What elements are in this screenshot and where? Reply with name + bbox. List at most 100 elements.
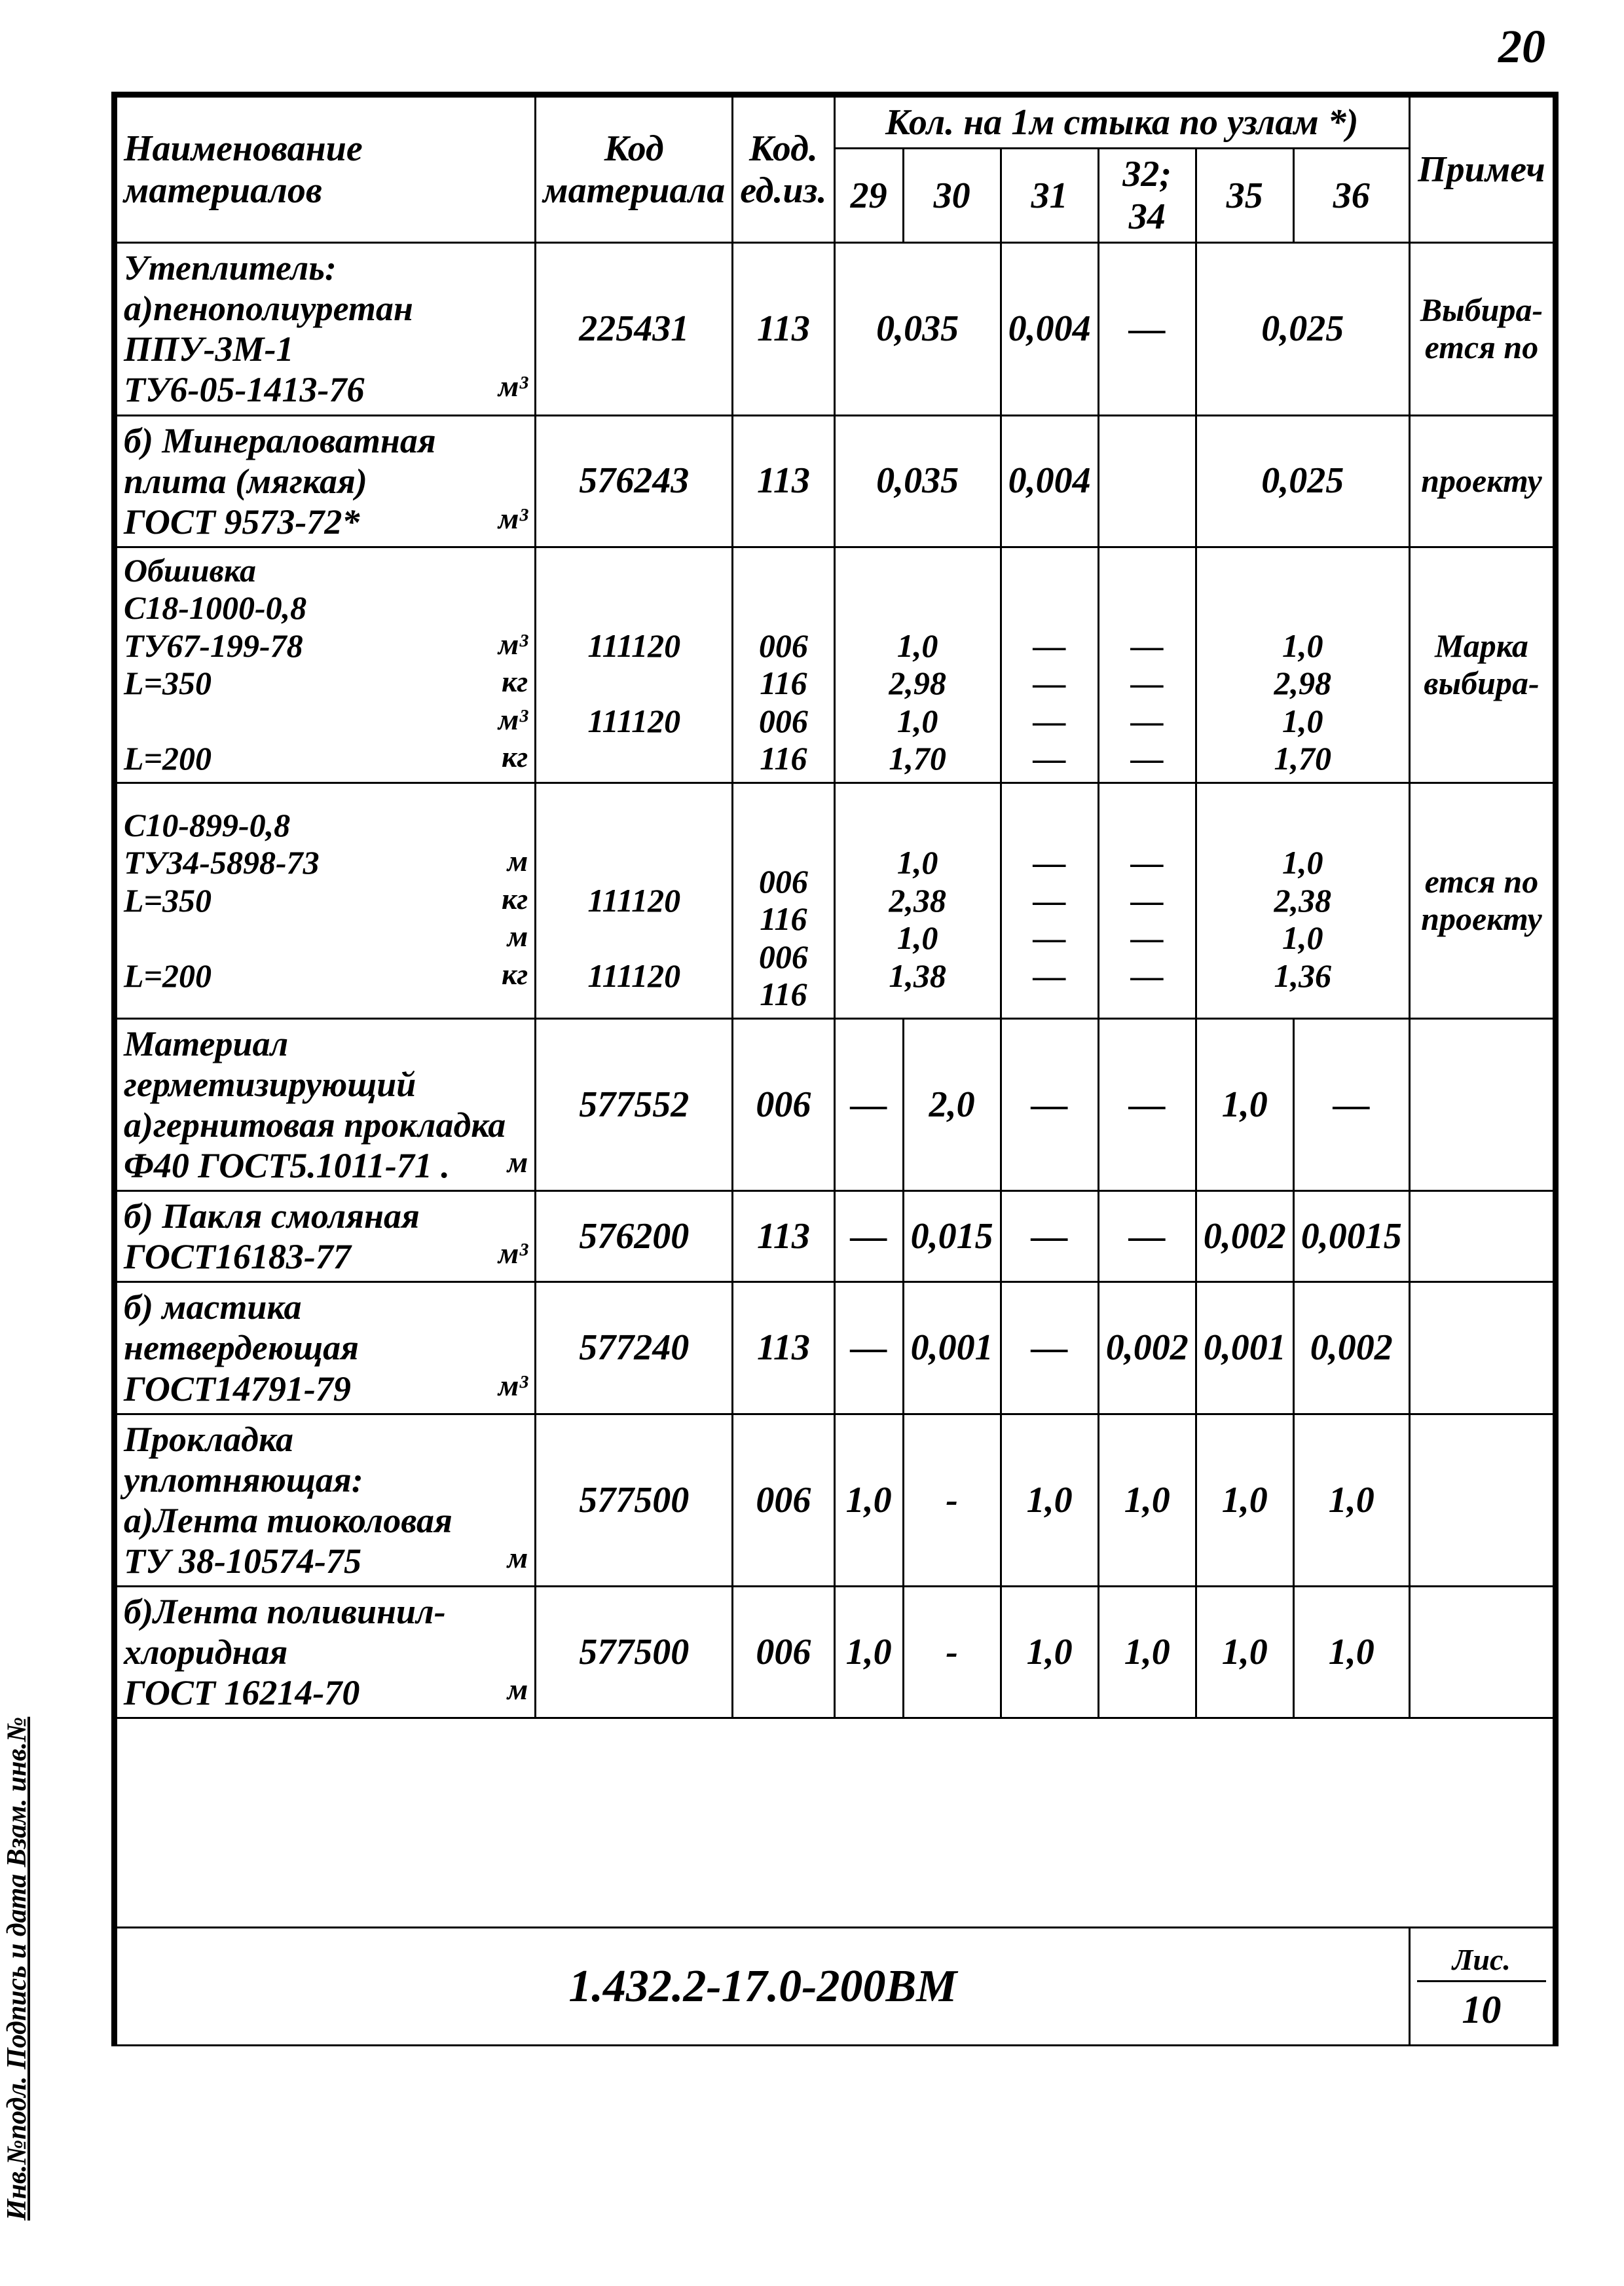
header-code: Код материала (536, 97, 733, 243)
qty-cell: 0,035 (834, 243, 1001, 415)
side-label: Инв.№подл. Подпись и дата Взам. инв.№ (1, 1717, 33, 2221)
material-code: 577240 (536, 1282, 733, 1414)
qty-cell: 1,0 (834, 1414, 903, 1586)
qty-cell: 0,002 (1098, 1282, 1196, 1414)
qty-cell: 1,0 (1098, 1414, 1196, 1586)
qty-cell: 0,001 (903, 1282, 1001, 1414)
qty-cell: 0,001 (1196, 1282, 1293, 1414)
qty-cell: 1,0 (834, 1587, 903, 1718)
header-col-32-34: 32; 34 (1098, 149, 1196, 243)
qty-cell: 1,0 (1001, 1587, 1098, 1718)
material-code: 577500 (536, 1414, 733, 1586)
materials-table: Наименование материалов Код материала Ко… (111, 92, 1559, 2046)
note-cell: Выбира-ется по (1409, 243, 1553, 415)
spacer (117, 1718, 1554, 1928)
sheet-label: Лис. (1417, 1940, 1546, 1982)
unit-code: 006 (733, 1018, 834, 1190)
qty-cell: 1,0 (1293, 1414, 1409, 1586)
qty-cell: 2,0 (903, 1018, 1001, 1190)
qty-cell: 0,015 (903, 1191, 1001, 1282)
qty-cell: 0,002 (1196, 1191, 1293, 1282)
unit-code: 113 (733, 415, 834, 547)
material-code: 576200 (536, 1191, 733, 1282)
unit-code: 006 (733, 1587, 834, 1718)
qty-cell: — (1293, 1018, 1409, 1190)
material-name: Утеплитель:а)пенополиуретан ППУ-3М-1ТУ6-… (117, 243, 536, 415)
unit-code: 113 (733, 243, 834, 415)
qty-cell: — (1098, 1191, 1196, 1282)
qty-cell: 0,035 (834, 415, 1001, 547)
qty-cell: — (1001, 1191, 1098, 1282)
qty-cell: — (1098, 243, 1196, 415)
material-code: 111120 111120 (536, 547, 733, 783)
header-unit: Код. ед.из. (733, 97, 834, 243)
qty-cell: 1,0 (1293, 1587, 1409, 1718)
qty-cell: — (834, 1282, 903, 1414)
material-name: б) мастика нетвердеющаяГОСТ14791-79м³ (117, 1282, 536, 1414)
page-number: 20 (1498, 20, 1545, 74)
header-col-35: 35 (1196, 149, 1293, 243)
qty-cell: 0,004 (1001, 243, 1098, 415)
material-code: 111120 111120 (536, 783, 733, 1018)
note-cell: Марка выбира- (1409, 547, 1553, 783)
qty-cell: 1,0 (1098, 1587, 1196, 1718)
qty-cell: — (834, 1191, 903, 1282)
qty-cell: - (903, 1414, 1001, 1586)
qty-cell: ———— (1001, 547, 1098, 783)
header-note: Примеч (1409, 97, 1553, 243)
document-id: 1.432.2-17.0-200ВМ (117, 1928, 1410, 2046)
qty-cell: 0,025 (1196, 415, 1409, 547)
note-cell (1409, 1414, 1553, 1586)
header-col-31: 31 (1001, 149, 1098, 243)
qty-cell: 0,004 (1001, 415, 1098, 547)
qty-cell: 1,02,981,01,70 (834, 547, 1001, 783)
note-cell (1409, 1282, 1553, 1414)
unit-code: 113 (733, 1282, 834, 1414)
qty-cell: — (1098, 1018, 1196, 1190)
qty-cell: 1,02,381,01,36 (1196, 783, 1409, 1018)
material-name: С10-899-0,8ТУ34-5898-73м L=350кгм L=200к… (117, 783, 536, 1018)
note-cell: ется по проекту (1409, 783, 1553, 1018)
material-code: 225431 (536, 243, 733, 415)
sheet-number-box: Лис.10 (1409, 1928, 1553, 2046)
qty-cell: 1,02,381,01,38 (834, 783, 1001, 1018)
unit-code: 006116006116 (733, 783, 834, 1018)
header-qty-group: Кол. на 1м стыка по узлам *) (834, 97, 1409, 149)
material-code: 577500 (536, 1587, 733, 1718)
material-name: Прокладка уплотняющая:а)Лента тиоколовая… (117, 1414, 536, 1586)
header-col-30: 30 (903, 149, 1001, 243)
note-cell: проекту (1409, 415, 1553, 547)
qty-cell: 1,0 (1001, 1414, 1098, 1586)
qty-cell: 0,0015 (1293, 1191, 1409, 1282)
qty-cell: 0,025 (1196, 243, 1409, 415)
qty-cell: — (834, 1018, 903, 1190)
material-code: 576243 (536, 415, 733, 547)
qty-cell: — (1001, 1282, 1098, 1414)
header-col-36: 36 (1293, 149, 1409, 243)
unit-code: 113 (733, 1191, 834, 1282)
material-name: ОбшивкаС18-1000-0,8ТУ67-199-78м³ L=350кг… (117, 547, 536, 783)
note-cell (1409, 1018, 1553, 1190)
qty-cell: ———— (1001, 783, 1098, 1018)
material-name: б) Минераловатная плита (мягкая)ГОСТ 957… (117, 415, 536, 547)
qty-cell: 1,0 (1196, 1018, 1293, 1190)
qty-cell (1098, 415, 1196, 547)
qty-cell: 1,02,981,01,70 (1196, 547, 1409, 783)
header-col-29: 29 (834, 149, 903, 243)
material-name: б) Пакля смолянаяГОСТ16183-77м³ (117, 1191, 536, 1282)
sheet-number: 10 (1417, 1982, 1546, 2033)
qty-cell: 1,0 (1196, 1587, 1293, 1718)
qty-cell: — (1001, 1018, 1098, 1190)
unit-code: 006 (733, 1414, 834, 1586)
material-name: Материал герметизирующийа)гернитовая про… (117, 1018, 536, 1190)
material-name: б)Лента поливинил-хлориднаяГОСТ 16214-70… (117, 1587, 536, 1718)
header-name: Наименование материалов (117, 97, 536, 243)
qty-cell: ———— (1098, 783, 1196, 1018)
qty-cell: 1,0 (1196, 1414, 1293, 1586)
note-cell (1409, 1191, 1553, 1282)
qty-cell: ———— (1098, 547, 1196, 783)
material-code: 577552 (536, 1018, 733, 1190)
qty-cell: 0,002 (1293, 1282, 1409, 1414)
unit-code: 006116006116 (733, 547, 834, 783)
note-cell (1409, 1587, 1553, 1718)
